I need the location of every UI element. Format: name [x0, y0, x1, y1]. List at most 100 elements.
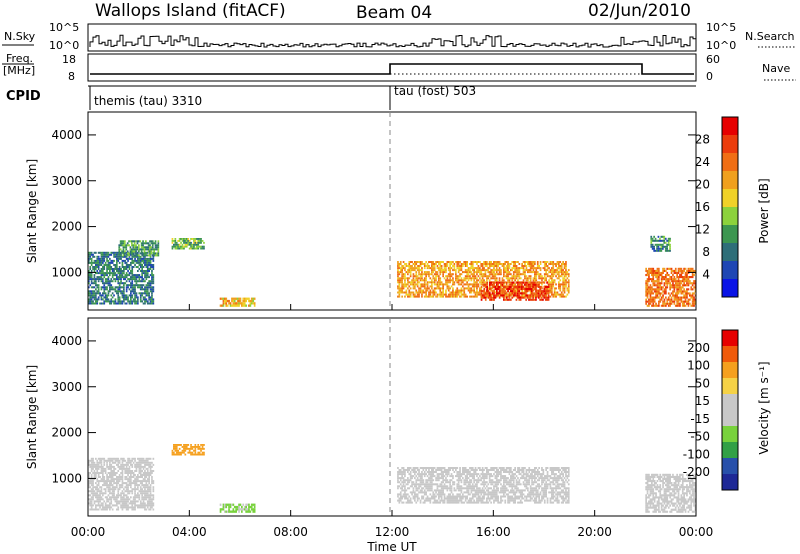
heatmap-cell	[145, 490, 148, 493]
heatmap-cell	[473, 289, 475, 292]
heatmap-cell	[428, 487, 430, 490]
heatmap-cell	[431, 267, 433, 270]
heatmap-cell	[96, 292, 99, 295]
heatmap-cell	[405, 283, 408, 286]
heatmap-cell	[497, 269, 499, 272]
heatmap-cell	[116, 484, 118, 487]
heatmap-cell	[443, 283, 446, 286]
heatmap-cell	[433, 265, 436, 267]
heatmap-cell	[132, 290, 135, 293]
heatmap-cell	[119, 248, 122, 251]
heatmap-cell	[130, 253, 132, 256]
heatmap-cell	[129, 240, 132, 243]
heatmap-cell	[106, 476, 108, 478]
heatmap-cell	[524, 263, 526, 265]
heatmap-cell	[666, 280, 669, 283]
heatmap-cell	[131, 280, 134, 283]
heatmap-cell	[535, 294, 537, 297]
heatmap-cell	[442, 275, 444, 278]
heatmap-cell	[130, 294, 132, 297]
heatmap-cell	[146, 276, 149, 279]
heatmap-cell	[148, 268, 150, 270]
heatmap-cell	[146, 484, 149, 487]
heatmap-cell	[440, 493, 443, 496]
heatmap-cell	[90, 257, 93, 260]
heatmap-cell	[508, 267, 511, 270]
heatmap-cell	[565, 269, 567, 272]
heatmap-cell	[116, 482, 118, 485]
heatmap-cell	[645, 288, 647, 291]
heatmap-cell	[531, 265, 533, 267]
heatmap-cell	[518, 273, 521, 276]
heatmap-cell	[442, 269, 444, 272]
heatmap-cell	[145, 261, 148, 264]
heatmap-cell	[151, 506, 153, 509]
heatmap-cell	[447, 289, 450, 292]
heatmap-cell	[431, 479, 433, 482]
heatmap-cell	[463, 283, 466, 286]
heatmap-cell	[414, 261, 416, 263]
heatmap-cell	[107, 476, 110, 478]
heatmap-cell	[473, 261, 475, 263]
heatmap-cell	[125, 257, 128, 260]
heatmap-cell	[439, 493, 442, 496]
heatmap-cell	[141, 470, 143, 472]
heatmap-cell	[421, 271, 423, 274]
heatmap-cell	[90, 290, 93, 293]
heatmap-cell	[99, 492, 101, 495]
heatmap-cell	[525, 291, 528, 294]
heatmap-cell	[651, 288, 653, 291]
heatmap-cell	[146, 472, 149, 474]
heatmap-cell	[426, 475, 429, 478]
heatmap-cell	[145, 278, 148, 281]
heatmap-cell	[529, 298, 532, 301]
heatmap-cell	[489, 294, 491, 297]
heatmap-cell	[536, 263, 539, 265]
heatmap-cell	[426, 265, 429, 267]
heatmap-cell	[200, 247, 202, 250]
heatmap-cell	[144, 259, 146, 262]
heatmap-cell	[185, 245, 188, 248]
heatmap-cell	[425, 499, 427, 502]
heatmap-cell	[124, 470, 127, 472]
heatmap-cell	[537, 292, 540, 295]
heatmap-cell	[646, 269, 649, 272]
heatmap-cell	[102, 274, 104, 277]
heatmap-cell	[419, 261, 422, 263]
heatmap-cell	[439, 289, 442, 292]
heatmap-cell	[459, 289, 461, 292]
heatmap-cell	[404, 283, 406, 286]
heatmap-cell	[522, 292, 525, 295]
heatmap-cell	[109, 482, 111, 485]
heatmap-cell	[132, 292, 135, 295]
heatmap-cell	[106, 508, 108, 511]
heatmap-cell	[125, 502, 128, 505]
heatmap-cell	[504, 287, 507, 290]
heatmap-cell	[404, 493, 406, 496]
heatmap-cell	[691, 292, 694, 295]
heatmap-cell	[651, 237, 654, 240]
heatmap-cell	[657, 247, 660, 250]
heatmap-cell	[117, 463, 120, 466]
heatmap-cell	[551, 273, 553, 276]
heatmap-cell	[131, 261, 134, 264]
heatmap-cell	[95, 506, 97, 509]
heatmap-cell	[452, 289, 454, 292]
heatmap-cell	[528, 265, 531, 267]
heatmap-cell	[109, 506, 111, 509]
heatmap-cell	[412, 283, 415, 286]
heatmap-cell	[92, 472, 94, 474]
heatmap-cell	[116, 498, 118, 501]
heatmap-cell	[113, 474, 115, 476]
heatmap-cell	[512, 275, 515, 278]
heatmap-cell	[462, 263, 464, 265]
heatmap-cell	[245, 304, 247, 307]
heatmap-cell	[193, 453, 195, 456]
heatmap-cell	[421, 475, 423, 478]
heatmap-cell	[118, 252, 121, 255]
heatmap-cell	[411, 475, 413, 478]
heatmap-cell	[401, 495, 403, 498]
heatmap-cell	[114, 264, 117, 266]
heatmap-cell	[99, 506, 101, 509]
